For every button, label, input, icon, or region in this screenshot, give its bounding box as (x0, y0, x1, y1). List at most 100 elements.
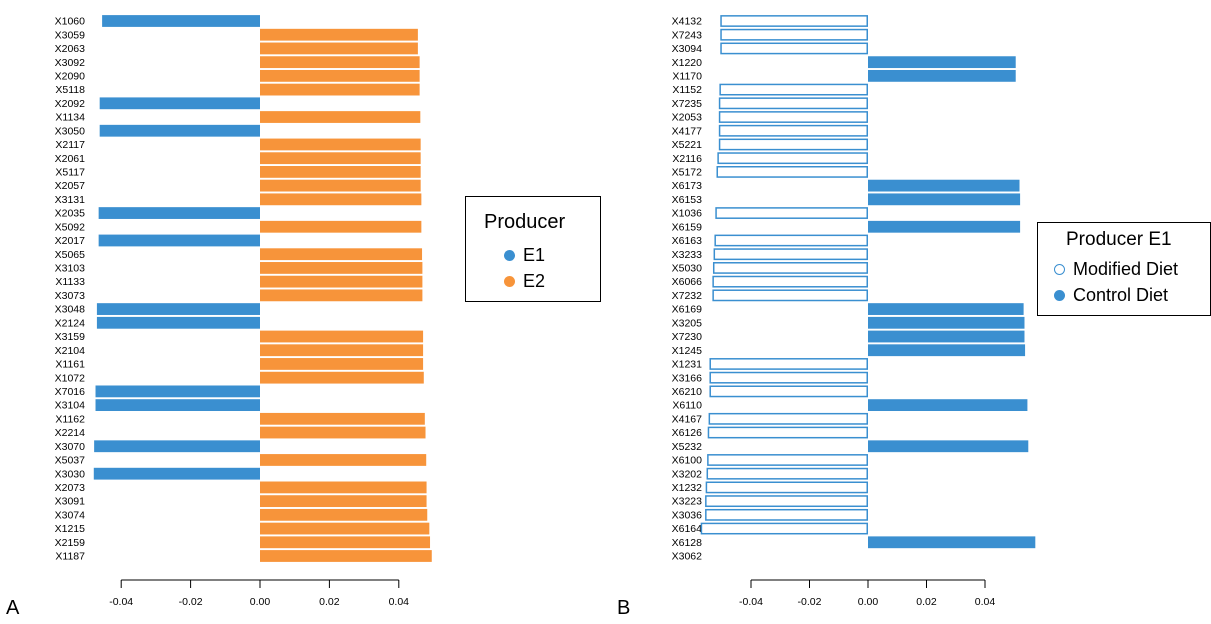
category-label: X1215 (55, 523, 86, 535)
category-label: X1133 (55, 276, 85, 288)
category-label: X6066 (672, 276, 703, 288)
bar (95, 399, 260, 412)
category-label: X4177 (672, 125, 703, 137)
category-label: X2053 (672, 112, 703, 124)
category-label: X6159 (672, 221, 703, 233)
bar (707, 426, 869, 439)
category-label: X3062 (672, 551, 703, 563)
category-label: X7230 (672, 331, 703, 343)
category-label: X7016 (55, 386, 86, 398)
category-label: X6128 (672, 537, 703, 549)
bar (260, 275, 423, 288)
category-label: X3073 (55, 290, 86, 302)
bar (96, 303, 260, 315)
category-label: X5065 (55, 249, 86, 261)
bar (260, 42, 418, 55)
category-label: X3223 (672, 496, 703, 508)
category-label: X1060 (55, 16, 86, 28)
bar (708, 412, 869, 425)
category-label: X6163 (672, 235, 703, 247)
bar (719, 83, 868, 96)
bar (868, 193, 1021, 206)
bar (102, 15, 261, 27)
bar (718, 124, 869, 137)
bar (868, 344, 1026, 357)
bar (260, 179, 421, 192)
bar (99, 124, 260, 137)
category-label: X5172 (672, 166, 703, 178)
bar (260, 412, 425, 425)
bar (96, 316, 260, 329)
bar (705, 481, 868, 494)
bar (260, 111, 421, 123)
bar (260, 69, 420, 82)
x-tick-label: -0.02 (798, 596, 822, 608)
category-label: X3103 (55, 263, 86, 275)
category-label: X2017 (55, 235, 86, 247)
bar (718, 111, 869, 123)
bar (715, 207, 868, 219)
category-label: X2061 (55, 153, 86, 165)
bar (260, 344, 424, 357)
category-label: X6110 (672, 400, 702, 412)
legend-a-title: Producer (484, 211, 566, 233)
category-label: X1036 (672, 208, 703, 220)
bar (700, 522, 868, 535)
category-label: X3202 (672, 468, 703, 480)
category-label: X3104 (55, 400, 86, 412)
category-label: X3048 (55, 304, 86, 316)
category-label: X5117 (55, 166, 85, 178)
panel-label-a: A (6, 597, 20, 619)
bar (868, 69, 1016, 82)
legend-b-item-control: Control Diet (1054, 285, 1168, 306)
category-label: X1231 (672, 359, 703, 371)
legend-a-item-label: E2 (523, 271, 546, 291)
bar (260, 56, 420, 69)
x-tick-label: 0.00 (858, 596, 879, 608)
category-label: X6173 (672, 180, 703, 192)
category-label: X7243 (672, 29, 703, 41)
legend-modified-dot-icon (1054, 264, 1065, 275)
bar (95, 385, 260, 398)
category-label: X1162 (55, 413, 85, 425)
bar (707, 454, 868, 466)
bar (260, 152, 421, 165)
x-tick-label: -0.04 (739, 596, 763, 608)
bar (720, 42, 868, 55)
legend-a: Producer E1 E2 (465, 196, 601, 302)
category-label: X5118 (55, 84, 85, 96)
category-label: X3059 (55, 29, 86, 41)
bar (260, 165, 421, 178)
legend-b-title: Producer E1 (1066, 229, 1172, 250)
category-label: X1161 (55, 359, 85, 371)
bar (260, 193, 422, 206)
bar (260, 358, 424, 370)
category-label: X3091 (55, 496, 86, 508)
legend-control-dot-icon (1054, 290, 1065, 301)
bar (98, 207, 261, 219)
category-label: X3166 (672, 372, 703, 384)
bar (260, 28, 418, 41)
bar (98, 234, 261, 247)
bar (260, 83, 420, 96)
bar (868, 399, 1028, 412)
bar (705, 495, 869, 508)
bar (93, 467, 260, 480)
legend-a-item-e2: E2 (504, 271, 545, 292)
bar (260, 220, 422, 233)
category-label: X3074 (55, 509, 86, 521)
legend-b: Producer E1 Modified Diet Control Diet (1037, 222, 1211, 316)
category-label: X2057 (55, 180, 86, 192)
bar (868, 536, 1036, 549)
bar (709, 358, 869, 370)
bar (260, 371, 424, 384)
category-label: X7235 (672, 98, 703, 110)
legend-a-item-e1: E1 (504, 245, 545, 266)
bar (260, 495, 427, 508)
category-label: X3092 (55, 57, 86, 69)
bar (260, 330, 424, 343)
category-label: X3030 (55, 468, 86, 480)
category-label: X2124 (55, 317, 86, 329)
